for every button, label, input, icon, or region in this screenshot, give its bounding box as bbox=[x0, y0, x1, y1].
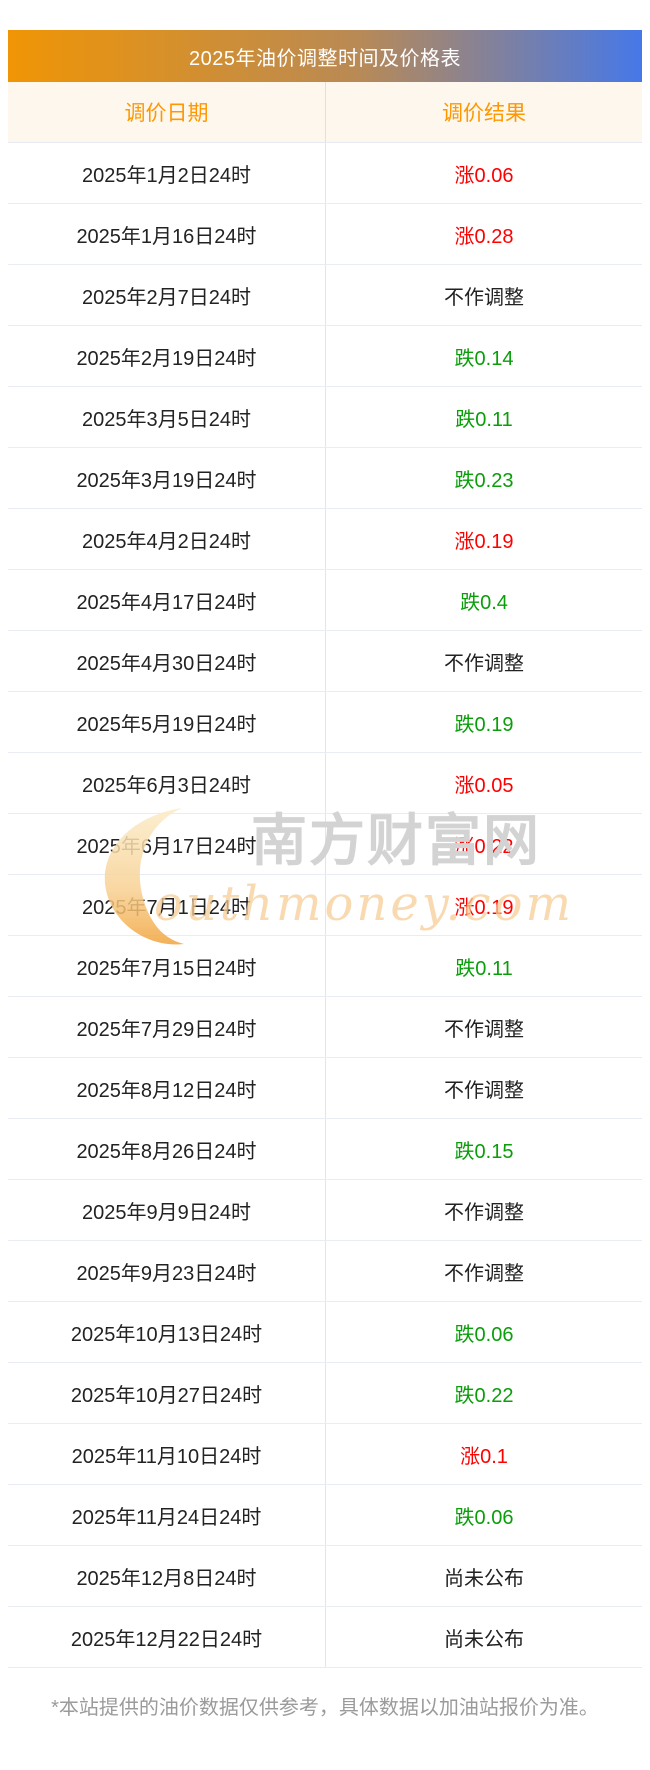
table-row: 2025年10月27日24时 跌0.22 bbox=[8, 1363, 642, 1424]
date-cell: 2025年9月23日24时 bbox=[76, 1262, 257, 1285]
result-cell: 跌0.22 bbox=[325, 1363, 642, 1423]
result-cell: 跌0.11 bbox=[325, 387, 642, 447]
result-cell: 涨0.19 bbox=[325, 875, 642, 935]
date-cell: 2025年1月16日24时 bbox=[76, 225, 257, 248]
result-cell: 涨0.22 bbox=[325, 814, 642, 874]
table-row: 2025年6月17日24时 涨0.22 bbox=[8, 814, 642, 875]
table-row: 2025年8月12日24时 不作调整 bbox=[8, 1058, 642, 1119]
date-cell: 2025年2月7日24时 bbox=[82, 286, 251, 309]
date-cell: 2025年7月1日24时 bbox=[82, 896, 251, 919]
result-cell: 跌0.4 bbox=[325, 570, 642, 630]
result-cell: 跌0.06 bbox=[325, 1485, 642, 1545]
result-cell: 涨0.1 bbox=[325, 1424, 642, 1484]
result-cell: 不作调整 bbox=[325, 1180, 642, 1240]
result-cell: 尚未公布 bbox=[325, 1546, 642, 1606]
date-cell: 2025年6月3日24时 bbox=[82, 774, 251, 797]
date-cell: 2025年7月29日24时 bbox=[76, 1018, 257, 1041]
result-cell: 跌0.06 bbox=[325, 1302, 642, 1362]
result-cell: 跌0.14 bbox=[325, 326, 642, 386]
date-cell: 2025年12月22日24时 bbox=[70, 1628, 263, 1651]
result-cell: 涨0.19 bbox=[325, 509, 642, 569]
table-row: 2025年7月1日24时 涨0.19 bbox=[8, 875, 642, 936]
column-header-result: 调价结果 bbox=[325, 82, 642, 142]
oil-price-table: 2025年油价调整时间及价格表 调价日期 调价结果 2025年1月2日24时涨0… bbox=[8, 30, 642, 1668]
table-row: 2025年12月22日24时 尚未公布 bbox=[8, 1607, 642, 1668]
date-cell: 2025年11月24日24时 bbox=[71, 1506, 262, 1529]
table-row: 2025年5月19日24时 跌0.19 bbox=[8, 692, 642, 753]
table-row: 2025年11月24日24时 跌0.06 bbox=[8, 1485, 642, 1546]
table-row: 2025年1月16日24时 涨0.28 bbox=[8, 204, 642, 265]
result-cell: 跌0.15 bbox=[325, 1119, 642, 1179]
result-cell: 不作调整 bbox=[325, 1058, 642, 1118]
date-cell: 2025年4月2日24时 bbox=[82, 530, 251, 553]
table-row: 2025年9月23日24时 不作调整 bbox=[8, 1241, 642, 1302]
date-cell: 2025年1月2日24时 bbox=[82, 164, 251, 187]
table-body: 2025年1月2日24时 涨0.06 2025年1月16日24时 涨0.28 2025年… bbox=[8, 143, 642, 1668]
date-cell: 2025年3月5日24时 bbox=[82, 408, 251, 431]
date-cell: 2025年11月10日24时 bbox=[71, 1445, 262, 1468]
table-row: 2025年7月29日24时 不作调整 bbox=[8, 997, 642, 1058]
result-cell: 不作调整 bbox=[325, 265, 642, 325]
footer-note: *本站提供的油价数据仅供参考，具体数据以加油站报价为准。 bbox=[51, 1697, 599, 1719]
date-cell: 2025年6月17日24时 bbox=[76, 835, 257, 858]
date-cell: 2025年2月19日24时 bbox=[76, 347, 257, 370]
result-cell: 跌0.11 bbox=[325, 936, 642, 996]
table-header-row: 调价日期 调价结果 bbox=[8, 82, 642, 143]
date-cell: 2025年4月17日24时 bbox=[76, 591, 257, 614]
result-cell: 涨0.06 bbox=[325, 143, 642, 203]
date-cell: 2025年8月26日24时 bbox=[76, 1140, 257, 1163]
table-row: 2025年3月5日24时 跌0.11 bbox=[8, 387, 642, 448]
date-cell: 2025年3月19日24时 bbox=[76, 469, 257, 492]
table-row: 2025年1月2日24时 涨0.06 bbox=[8, 143, 642, 204]
result-cell: 涨0.28 bbox=[325, 204, 642, 264]
result-cell: 跌0.19 bbox=[325, 692, 642, 752]
table-row: 2025年4月2日24时 涨0.19 bbox=[8, 509, 642, 570]
date-cell: 2025年5月19日24时 bbox=[76, 713, 257, 736]
result-cell: 涨0.05 bbox=[325, 753, 642, 813]
date-cell: 2025年8月12日24时 bbox=[76, 1079, 257, 1102]
table-row: 2025年4月17日24时 跌0.4 bbox=[8, 570, 642, 631]
date-cell: 2025年10月27日24时 bbox=[70, 1384, 263, 1407]
page: 2025年油价调整时间及价格表 调价日期 调价结果 2025年1月2日24时涨0… bbox=[8, 30, 642, 1719]
table-row: 2025年6月3日24时 涨0.05 bbox=[8, 753, 642, 814]
table-row: 2025年8月26日24时 跌0.15 bbox=[8, 1119, 642, 1180]
date-cell: 2025年4月30日24时 bbox=[76, 652, 257, 675]
date-cell: 2025年12月8日24时 bbox=[76, 1567, 257, 1590]
result-cell: 不作调整 bbox=[325, 1241, 642, 1301]
table-row: 2025年2月19日24时 跌0.14 bbox=[8, 326, 642, 387]
table-row: 2025年2月7日24时 不作调整 bbox=[8, 265, 642, 326]
table-row: 2025年12月8日24时 尚未公布 bbox=[8, 1546, 642, 1607]
table-row: 2025年9月9日24时 不作调整 bbox=[8, 1180, 642, 1241]
date-cell: 2025年10月13日24时 bbox=[70, 1323, 263, 1346]
result-cell: 不作调整 bbox=[325, 631, 642, 691]
table-row: 2025年4月30日24时 不作调整 bbox=[8, 631, 642, 692]
date-cell: 2025年9月9日24时 bbox=[82, 1201, 251, 1224]
table-row: 2025年7月15日24时 跌0.11 bbox=[8, 936, 642, 997]
result-cell: 尚未公布 bbox=[325, 1607, 642, 1667]
table-row: 2025年10月13日24时 跌0.06 bbox=[8, 1302, 642, 1363]
result-cell: 跌0.23 bbox=[325, 448, 642, 508]
date-cell: 2025年7月15日24时 bbox=[76, 957, 257, 980]
column-header-date: 调价日期 bbox=[124, 102, 209, 125]
table-row: 2025年11月10日24时 涨0.1 bbox=[8, 1424, 642, 1485]
table-row: 2025年3月19日24时 跌0.23 bbox=[8, 448, 642, 509]
table-title: 2025年油价调整时间及价格表 bbox=[8, 30, 642, 82]
result-cell: 不作调整 bbox=[325, 997, 642, 1057]
